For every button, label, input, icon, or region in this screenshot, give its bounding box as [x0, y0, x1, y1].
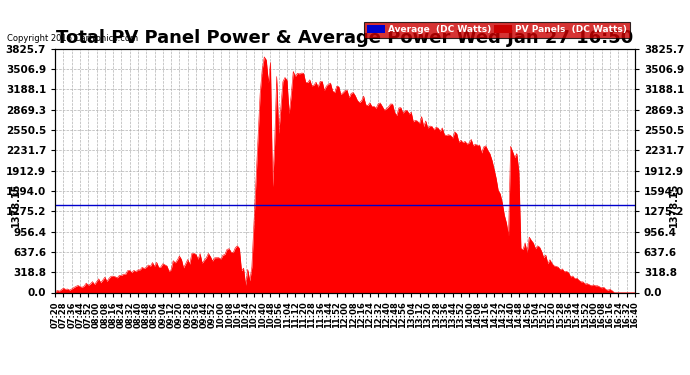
- Text: 1378.15: 1378.15: [669, 183, 679, 227]
- Text: Copyright 2016 Cartronics.com: Copyright 2016 Cartronics.com: [7, 34, 138, 43]
- Legend: Average  (DC Watts), PV Panels  (DC Watts): Average (DC Watts), PV Panels (DC Watts): [364, 22, 630, 38]
- Title: Total PV Panel Power & Average Power Wed Jan 27 16:50: Total PV Panel Power & Average Power Wed…: [57, 29, 633, 47]
- Text: 1378.15: 1378.15: [11, 183, 21, 227]
